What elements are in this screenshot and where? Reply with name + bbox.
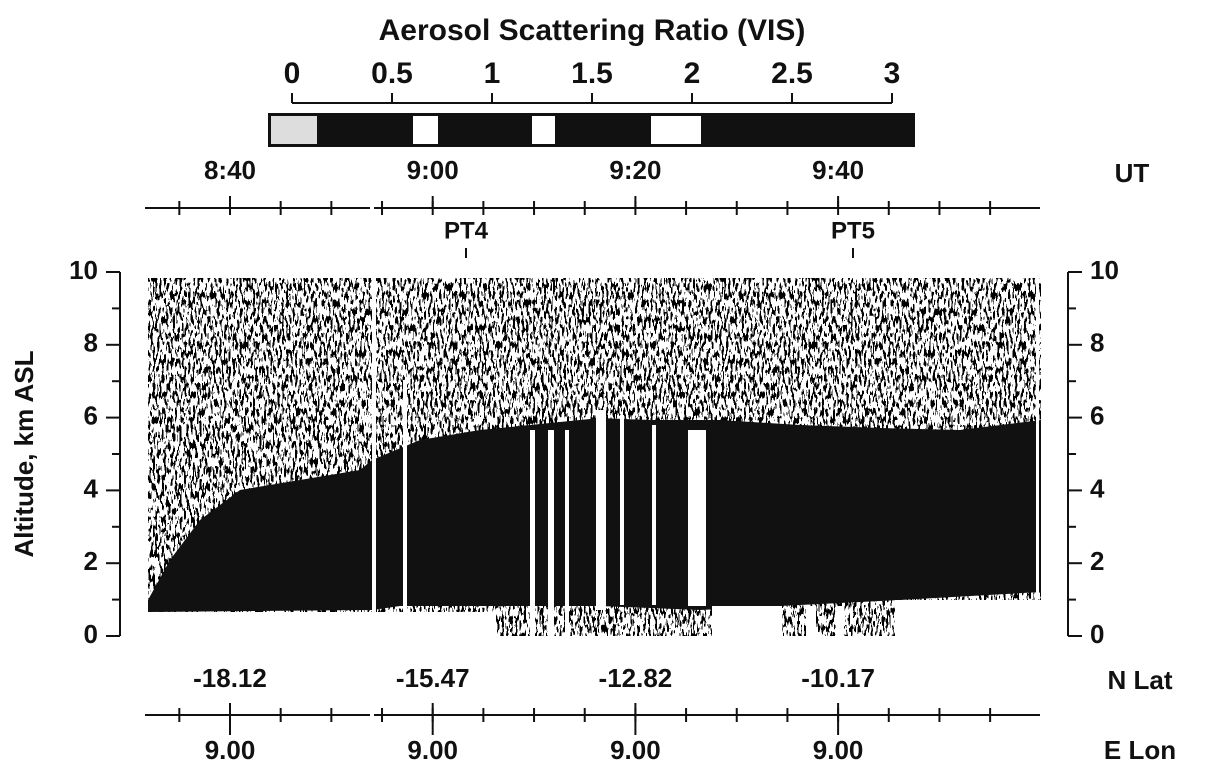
lon-axis-label: E Lon [1104, 735, 1176, 765]
colorbar-tick-label: 0.5 [371, 57, 413, 90]
colorbar-tick-label: 1 [484, 57, 501, 90]
y-tick-label-right: 4 [1090, 473, 1105, 503]
lon-tick-label: 9.00 [813, 735, 864, 765]
y-tick-label: 8 [84, 328, 98, 358]
annotation: PT4 [444, 217, 489, 244]
colorbar-tick-label: 2.5 [771, 57, 813, 90]
ut-tick-label: 9:00 [407, 155, 459, 185]
colorbar-tick-label: 2 [684, 57, 701, 90]
y-tick-label: 0 [84, 619, 98, 649]
lat-tick-label: -18.12 [193, 663, 267, 693]
colorbar-tick-label: 0 [284, 57, 301, 90]
lidar-curtain [148, 278, 1041, 636]
ut-axis-label: UT [1115, 158, 1150, 188]
ut-tick-label: 8:40 [204, 155, 256, 185]
y-tick-label-right: 6 [1090, 400, 1104, 430]
y-tick-label-right: 0 [1090, 619, 1104, 649]
y-tick-label: 6 [84, 400, 98, 430]
lat-tick-label: -10.17 [801, 663, 875, 693]
y-tick-label: 10 [69, 255, 98, 285]
ut-tick-label: 9:20 [609, 155, 661, 185]
ut-tick-label: 9:40 [812, 155, 864, 185]
y-tick-label-right: 2 [1090, 546, 1104, 576]
lat-tick-label: -12.82 [599, 663, 673, 693]
lon-tick-label: 9.00 [407, 735, 458, 765]
lon-tick-label: 9.00 [205, 735, 256, 765]
y-tick-label: 2 [84, 546, 98, 576]
lon-tick-label: 9.00 [610, 735, 661, 765]
colorbar-tick-label: 3 [884, 57, 901, 90]
annotation: PT5 [831, 217, 875, 244]
colorbar-tick-label: 1.5 [571, 57, 613, 90]
colorbar-title: Aerosol Scattering Ratio (VIS) [379, 14, 806, 47]
lat-axis-label: N Lat [1108, 665, 1173, 695]
lat-tick-label: -15.47 [396, 663, 470, 693]
y-tick-label-right: 8 [1090, 328, 1104, 358]
y-tick-label: 4 [84, 473, 99, 503]
y-tick-label-right: 10 [1090, 255, 1119, 285]
colorbar [268, 113, 915, 147]
y-axis-label: Altitude, km ASL [9, 350, 39, 557]
